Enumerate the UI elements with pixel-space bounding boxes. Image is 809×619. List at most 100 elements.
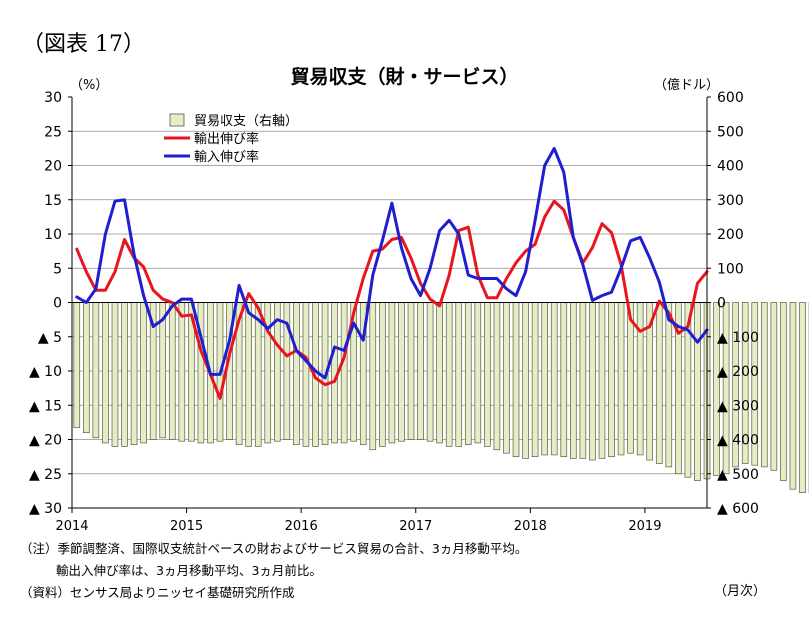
right-tick-label: 300	[717, 193, 744, 209]
left-tick-label: 5	[53, 261, 62, 277]
bar	[789, 302, 797, 490]
left-tick-label: ▲ 10	[29, 364, 62, 380]
bar	[741, 302, 749, 464]
bar	[713, 302, 720, 476]
right-tick-label: 500	[717, 124, 744, 140]
left-axis-unit: （%）	[70, 78, 109, 93]
left-tick-label: 30	[44, 90, 62, 106]
bar	[751, 302, 759, 466]
bar	[799, 302, 806, 493]
figure-label: （図表 17）	[22, 32, 145, 57]
right-tick-label: 600	[717, 90, 744, 106]
export-growth-line	[75, 199, 709, 400]
bar	[493, 302, 501, 451]
left-tick-label: ▲ 30	[29, 501, 62, 517]
bar	[92, 302, 100, 439]
bar	[522, 302, 529, 459]
x-tick-label: 2019	[628, 519, 661, 534]
bar	[608, 302, 615, 457]
bar	[407, 302, 415, 440]
bar	[73, 302, 81, 428]
bar	[102, 302, 109, 444]
legend-label: 輸入伸び率	[194, 149, 259, 165]
bar	[254, 302, 262, 447]
left-tick-label: 25	[44, 124, 62, 140]
left-tick-label: 20	[44, 159, 62, 175]
x-tick-label: 2018	[514, 519, 547, 534]
bar	[436, 302, 443, 444]
bar	[722, 302, 730, 475]
bar	[579, 302, 587, 459]
bar	[83, 302, 90, 433]
x-tick-label: 2015	[170, 519, 203, 534]
right-tick-label: 200	[717, 227, 744, 243]
note-line-1: （注）季節調整済、国際収支統計ベースの財およびサービス貿易の合計、3ヵ月移動平均…	[20, 541, 528, 556]
bar	[617, 302, 625, 456]
bars-trade-balance	[73, 302, 809, 493]
bar	[369, 302, 377, 451]
right-tick-label: ▲ 100	[717, 330, 759, 346]
bar	[560, 302, 568, 457]
bar	[760, 302, 768, 468]
axes: 30 600 25 500 20 400 15 300 10 200 5 100 0 0 ▲ 5 ▲ 100 ▲…	[29, 90, 759, 534]
source-line: （資料）センサス局よりニッセイ基礎研究所作成	[20, 585, 295, 600]
bar	[550, 302, 558, 456]
bar	[627, 302, 634, 454]
right-axis-unit: （億ドル）	[654, 78, 720, 93]
bar	[474, 302, 482, 444]
bar	[379, 302, 386, 447]
left-tick-label: ▲ 15	[29, 398, 62, 414]
bar	[531, 302, 539, 457]
bar	[140, 302, 147, 444]
right-tick-label: ▲ 600	[717, 501, 759, 517]
bar	[426, 302, 434, 442]
bar	[484, 302, 491, 447]
legend-label: 輸出伸び率	[194, 131, 259, 147]
bar	[694, 302, 701, 481]
x-tick-label: 2014	[55, 519, 88, 534]
right-tick-label: ▲ 400	[717, 433, 759, 449]
right-tick-label: ▲ 200	[717, 364, 759, 380]
bar	[340, 302, 348, 444]
bar	[293, 302, 300, 445]
right-tick-label: 0	[717, 296, 726, 312]
bar	[570, 302, 577, 459]
bar	[178, 302, 186, 442]
left-tick-label: ▲ 25	[29, 467, 62, 483]
legend-swatch-bar	[169, 113, 185, 127]
bar	[445, 302, 453, 447]
bar	[655, 302, 663, 464]
bar	[417, 302, 424, 440]
bar	[464, 302, 472, 445]
bar	[398, 302, 405, 442]
right-tick-label: 100	[717, 261, 744, 277]
x-tick-label: 2017	[399, 519, 432, 534]
bar	[503, 302, 510, 454]
series-lines	[75, 146, 709, 400]
bar	[665, 302, 673, 468]
import-growth-line	[75, 146, 709, 380]
bar	[636, 302, 644, 456]
trade-balance-chart: 30 600 25 500 20 400 15 300 10 200 5 100 0 0 ▲ 5 ▲ 100 ▲…	[29, 90, 809, 534]
left-tick-label: 0	[53, 296, 62, 312]
bar	[245, 302, 252, 447]
right-tick-label: ▲ 500	[717, 467, 759, 483]
right-tick-label: 400	[717, 159, 744, 175]
bar	[168, 302, 176, 440]
bar	[770, 302, 778, 471]
bar	[388, 302, 396, 444]
right-tick-label: ▲ 300	[717, 398, 759, 414]
bar	[302, 302, 310, 447]
bar	[512, 302, 520, 457]
x-axis-unit: （月次）	[714, 584, 767, 599]
note-line-2: 輸出入伸び率は、3ヵ月移動平均、3ヵ月前比。	[56, 563, 322, 578]
left-tick-label: 10	[44, 227, 62, 243]
left-tick-label: 15	[44, 193, 62, 209]
left-tick-label: ▲ 20	[29, 433, 62, 449]
x-tick-label: 2016	[285, 519, 318, 534]
chart-title: 貿易収支（財・サービス）	[290, 66, 519, 88]
bar	[780, 302, 787, 481]
bar	[732, 302, 739, 468]
bar	[589, 302, 596, 461]
